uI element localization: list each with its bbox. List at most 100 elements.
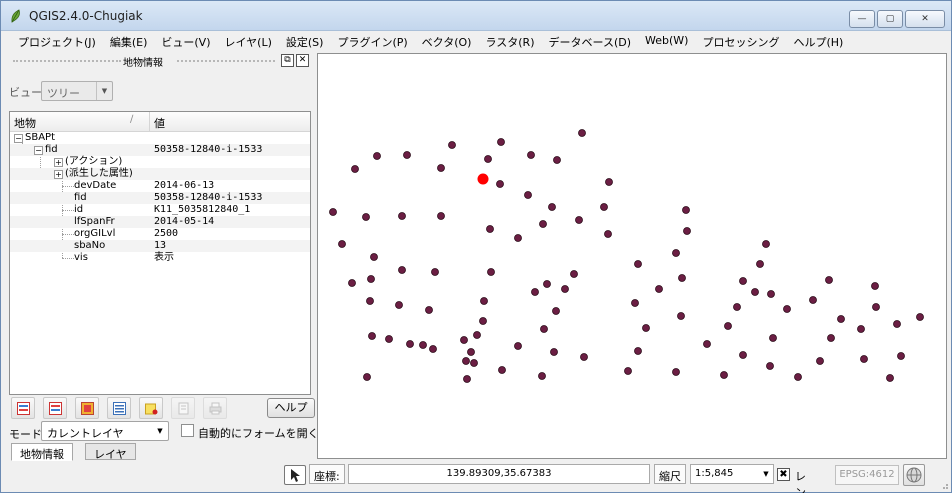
resize-grip-icon[interactable] xyxy=(939,480,949,490)
close-window-button[interactable]: ✕ xyxy=(905,10,945,28)
tree-row-layer[interactable]: − SBAPt xyxy=(10,132,310,144)
map-point[interactable] xyxy=(437,164,445,172)
map-point[interactable] xyxy=(783,305,791,313)
float-panel-button[interactable]: ⧉ xyxy=(281,54,294,67)
close-panel-button[interactable]: ✕ xyxy=(296,54,309,67)
map-point[interactable] xyxy=(857,325,865,333)
map-point[interactable] xyxy=(363,373,371,381)
panel-title-bar[interactable]: 地物情報 ⧉ ✕ xyxy=(5,53,313,69)
map-point[interactable] xyxy=(462,357,470,365)
map-point[interactable] xyxy=(527,151,535,159)
map-point[interactable] xyxy=(827,334,835,342)
menu-web[interactable]: Web(W) xyxy=(645,34,689,47)
map-point[interactable] xyxy=(351,165,359,173)
map-point[interactable] xyxy=(682,206,690,214)
map-point[interactable] xyxy=(605,178,613,186)
tree-row-feature[interactable]: − fid 50358-12840-i-1533 xyxy=(10,144,310,156)
map-point[interactable] xyxy=(497,138,505,146)
map-point[interactable] xyxy=(860,355,868,363)
map-point[interactable] xyxy=(756,260,764,268)
map-point[interactable] xyxy=(362,213,370,221)
map-point[interactable] xyxy=(825,276,833,284)
column-header-feature[interactable]: 地物 xyxy=(14,117,36,130)
map-point[interactable] xyxy=(338,240,346,248)
map-point[interactable] xyxy=(766,362,774,370)
map-point[interactable] xyxy=(642,324,650,332)
map-point[interactable] xyxy=(769,334,777,342)
expand-icon[interactable]: + xyxy=(54,158,63,167)
map-point[interactable] xyxy=(370,253,378,261)
map-point[interactable] xyxy=(634,347,642,355)
attribute-row[interactable]: vis 表示 xyxy=(10,252,310,264)
map-point[interactable] xyxy=(837,315,845,323)
crs-status-button[interactable]: EPSG:4612 xyxy=(835,465,899,485)
map-point[interactable] xyxy=(897,352,905,360)
map-point[interactable] xyxy=(467,348,475,356)
map-point[interactable] xyxy=(604,230,612,238)
map-point[interactable] xyxy=(479,317,487,325)
map-point[interactable] xyxy=(348,279,356,287)
map-point[interactable] xyxy=(634,260,642,268)
map-point[interactable] xyxy=(733,303,741,311)
map-point[interactable] xyxy=(538,372,546,380)
map-point[interactable] xyxy=(398,212,406,220)
map-point[interactable] xyxy=(553,156,561,164)
render-checkbox[interactable]: ✖ xyxy=(777,468,790,481)
map-point[interactable] xyxy=(437,212,445,220)
map-point[interactable] xyxy=(514,234,522,242)
map-point[interactable] xyxy=(624,367,632,375)
map-point[interactable] xyxy=(871,282,879,290)
toggle-coordinate-icon[interactable] xyxy=(284,465,306,485)
attribute-row[interactable]: devDate 2014-06-13 xyxy=(10,180,310,192)
map-point[interactable] xyxy=(367,275,375,283)
menu-raster[interactable]: ラスタ(R) xyxy=(485,36,535,49)
menu-settings[interactable]: 設定(S) xyxy=(285,36,324,49)
highlighted-feature[interactable] xyxy=(477,173,489,185)
map-point[interactable] xyxy=(395,301,403,309)
attribute-row[interactable]: fid 50358-12840-i-1533 xyxy=(10,192,310,204)
tab-layers[interactable]: レイヤ xyxy=(85,443,136,461)
maximize-button[interactable]: ▢ xyxy=(877,10,903,28)
menu-project[interactable]: プロジェクト(J) xyxy=(18,36,96,49)
map-point[interactable] xyxy=(543,280,551,288)
map-point[interactable] xyxy=(480,297,488,305)
map-point[interactable] xyxy=(552,307,560,315)
menu-layer[interactable]: レイヤ(L) xyxy=(224,36,272,49)
map-point[interactable] xyxy=(448,141,456,149)
copy-button[interactable] xyxy=(171,397,195,419)
map-point[interactable] xyxy=(548,203,556,211)
map-point[interactable] xyxy=(816,357,824,365)
map-point[interactable] xyxy=(893,320,901,328)
scale-select[interactable]: 1:5,845 ▼ xyxy=(690,464,774,484)
map-point[interactable] xyxy=(484,155,492,163)
map-point[interactable] xyxy=(429,345,437,353)
map-point[interactable] xyxy=(751,288,759,296)
map-point[interactable] xyxy=(470,359,478,367)
map-point[interactable] xyxy=(724,322,732,330)
map-point[interactable] xyxy=(398,266,406,274)
attribute-row[interactable]: lfSpanFr 2014-05-14 xyxy=(10,216,310,228)
map-point[interactable] xyxy=(886,374,894,382)
map-point[interactable] xyxy=(406,340,414,348)
map-point[interactable] xyxy=(403,151,411,159)
collapse-icon[interactable]: − xyxy=(34,146,43,155)
map-point[interactable] xyxy=(561,285,569,293)
menu-edit[interactable]: 編集(E) xyxy=(109,36,148,49)
map-point[interactable] xyxy=(531,288,539,296)
map-point[interactable] xyxy=(575,216,583,224)
map-point[interactable] xyxy=(678,274,686,282)
map-point[interactable] xyxy=(739,351,747,359)
mode-select[interactable]: カレントレイヤ ▼ xyxy=(41,421,169,441)
print-button[interactable] xyxy=(203,397,227,419)
map-point[interactable] xyxy=(762,240,770,248)
coordinate-field[interactable]: 139.89309,35.67383 xyxy=(348,464,650,484)
map-point[interactable] xyxy=(373,152,381,160)
map-canvas[interactable] xyxy=(317,53,947,459)
map-point[interactable] xyxy=(385,335,393,343)
menu-help[interactable]: ヘルプ(H) xyxy=(793,36,844,49)
crs-projection-button[interactable] xyxy=(903,464,925,486)
attribute-row[interactable]: id K11_5035812840_1 xyxy=(10,204,310,216)
map-point[interactable] xyxy=(570,270,578,278)
map-point[interactable] xyxy=(329,208,337,216)
map-point[interactable] xyxy=(514,342,522,350)
